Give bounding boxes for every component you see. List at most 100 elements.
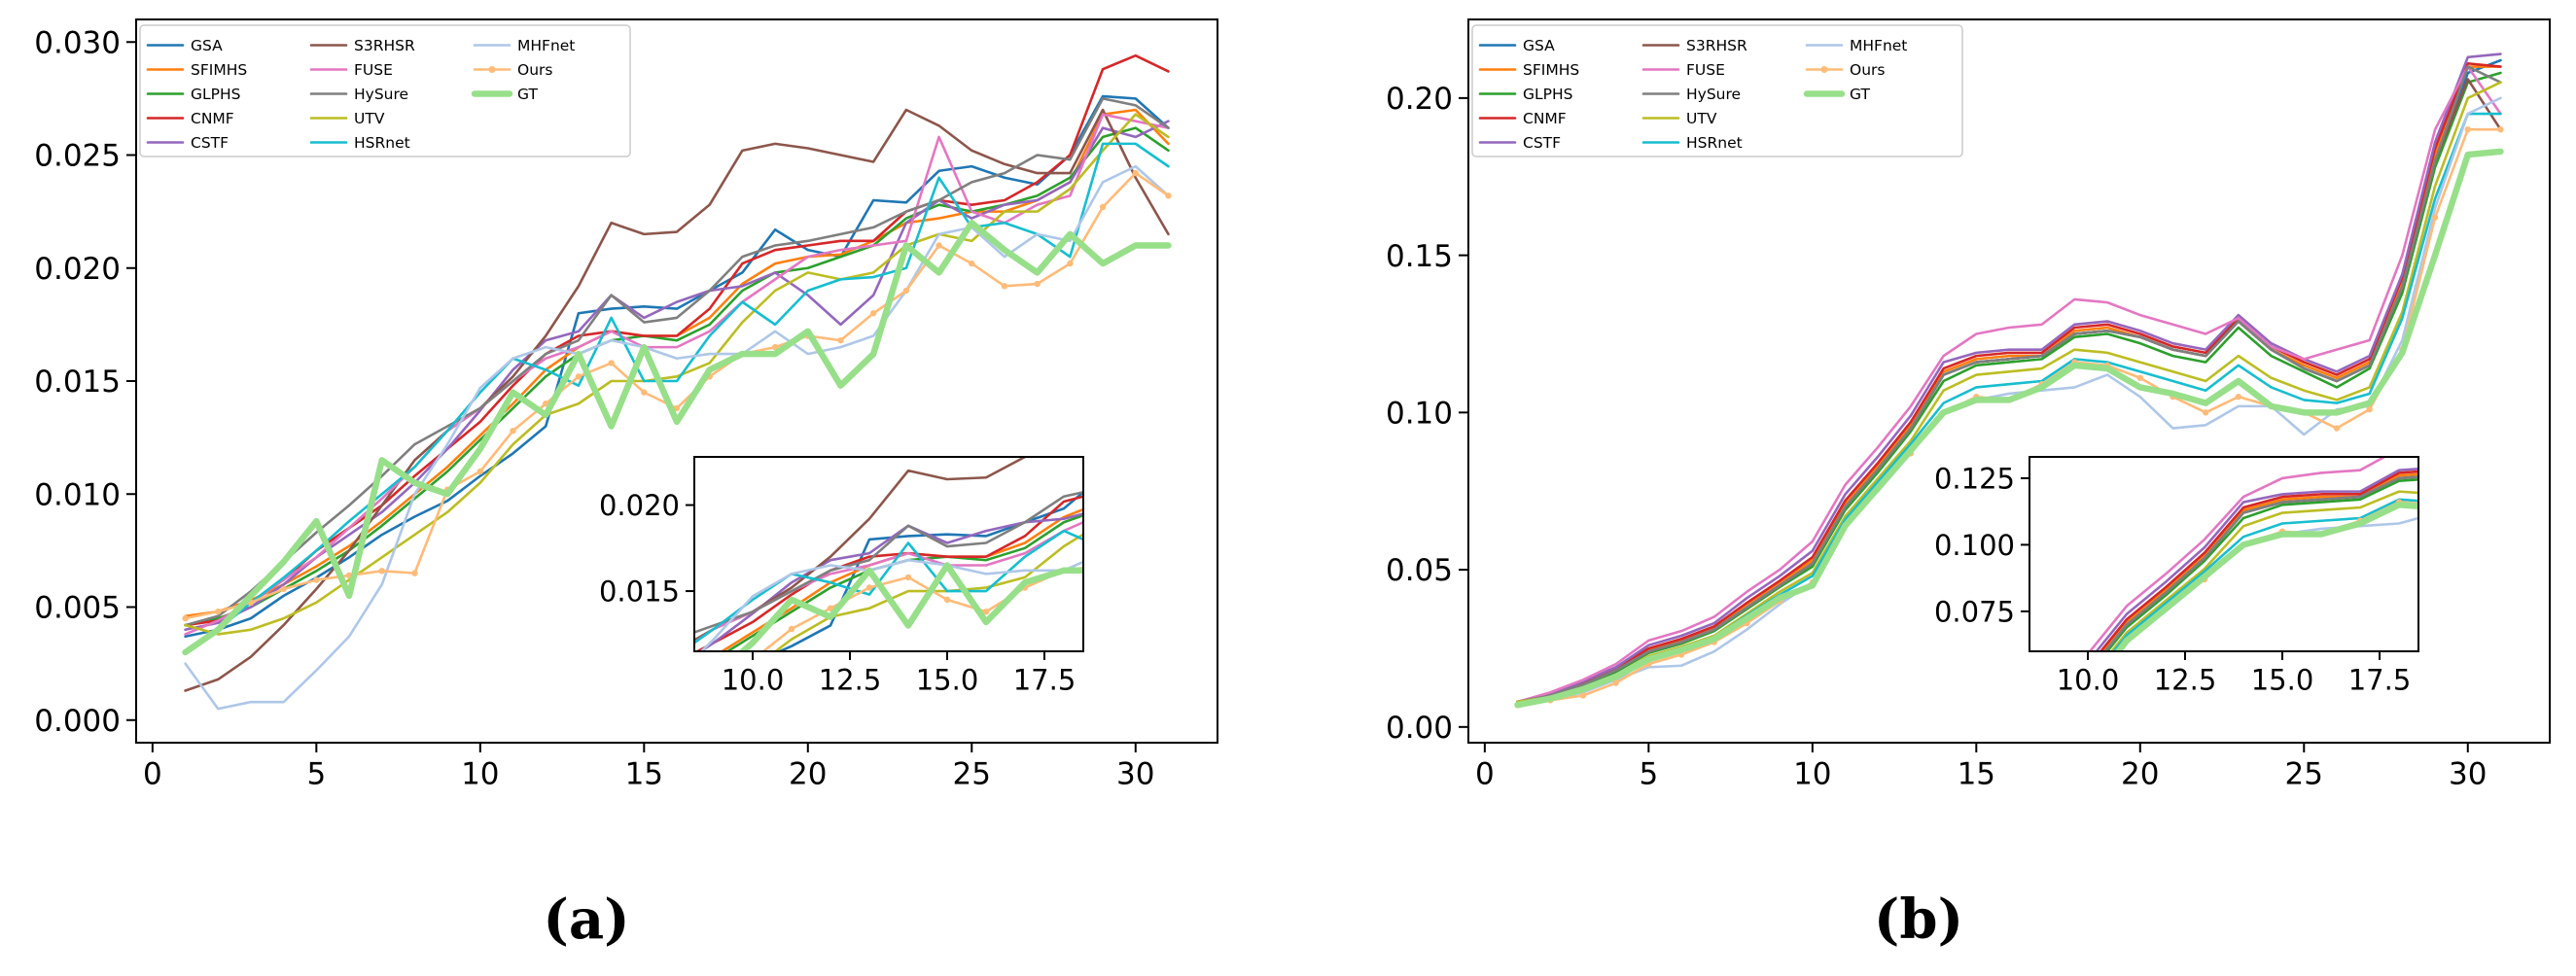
panel-a-inset-marker-ours bbox=[1450, 499, 1456, 505]
panel-a-marker-ours bbox=[313, 576, 320, 583]
panel-a-legend-label-gsa: GSA bbox=[191, 37, 223, 54]
panel-a-marker-ours bbox=[476, 468, 484, 475]
panel-b-series-line-cnmf bbox=[1516, 61, 2502, 704]
panel-a-inset-series-line-s3rhsr bbox=[694, 457, 1027, 642]
panel-a-legend-label-utv: UTV bbox=[354, 110, 385, 127]
panel-b-legend-label-fuse: FUSE bbox=[1686, 61, 1725, 79]
panel-a-marker-ours bbox=[280, 585, 287, 593]
panel-a-inset-marker-ours bbox=[1333, 499, 1339, 505]
panel-a-marker-ours bbox=[969, 260, 975, 267]
panel-b-legend-label-cnmf: CNMF bbox=[1523, 110, 1567, 127]
panel-a-inset-x-tick-label: 12.5 bbox=[819, 663, 882, 696]
panel-b-y-tick-label: 0.10 bbox=[1386, 397, 1453, 432]
panel-a-inset-x-tick-label: 15.0 bbox=[916, 663, 979, 696]
panel-a-marker-ours bbox=[608, 360, 615, 366]
panel-a-x-tick-label: 30 bbox=[1116, 757, 1154, 792]
panel-b-series-line-glphs bbox=[1516, 71, 2502, 704]
panel-a-inset-marker-ours bbox=[943, 596, 951, 604]
panel-b-inset-x-tick-label: 15.0 bbox=[2251, 663, 2314, 696]
panel-caption-a: (a) bbox=[543, 888, 629, 952]
panel-b-y-tick-label: 0.05 bbox=[1386, 553, 1453, 588]
panel-a-marker-ours bbox=[1099, 203, 1107, 211]
panel-a-series-line-hsrnet bbox=[184, 142, 1170, 654]
panel-b-marker-ours bbox=[2464, 126, 2471, 133]
panel-a-inset-series-line-gsa bbox=[776, 490, 1083, 651]
panel-a-inset: 10.0 12.5 15.0 17.5 0.015 0.020 bbox=[516, 456, 1456, 752]
panel-a-series-line-gsa bbox=[184, 94, 1170, 639]
panel-a-series-line-cstf bbox=[184, 120, 1170, 632]
panel-a-legend-label-hysure: HySure bbox=[354, 86, 408, 103]
panel-a-y-tick-label: 0.025 bbox=[34, 139, 121, 174]
panel-b-inset-series-line-cnmf bbox=[2099, 470, 2418, 651]
panel-b-inset-frame bbox=[2029, 456, 2419, 652]
panel-b-marker-ours bbox=[2136, 374, 2143, 381]
panel-b-inset-series-line-cstf bbox=[2095, 468, 2418, 651]
panel-a-marker-ours bbox=[837, 336, 844, 344]
panel-a-inset-marker-ours bbox=[516, 747, 522, 752]
panel-b-inset-x-tick-label: 12.5 bbox=[2154, 663, 2217, 696]
panel-b-inset-marker-ours bbox=[1735, 789, 1741, 795]
panel-b-inset-series-group bbox=[1735, 457, 2418, 795]
panel-a-x-tick-label: 0 bbox=[143, 757, 162, 792]
panel-b-y-tick-label: 0.15 bbox=[1386, 239, 1453, 274]
panel-a-inset-y-tick-label: 0.015 bbox=[599, 575, 680, 608]
panel-a-marker-ours bbox=[869, 310, 877, 317]
panel-b-series-group bbox=[1514, 52, 2504, 709]
panel-a-series-line-gt bbox=[182, 220, 1172, 656]
panel-b-marker-ours bbox=[1612, 680, 1619, 686]
panel-b-inset-series-line-utv bbox=[2109, 490, 2418, 651]
panel-b-marker-ours bbox=[1579, 692, 1587, 699]
panel-a-inset-x-tick-label: 10.0 bbox=[722, 663, 785, 696]
panel-b-inset-marker-ours bbox=[1929, 747, 1935, 752]
panel-b-inset-x-tick-label: 10.0 bbox=[2057, 663, 2120, 696]
panel-a-legend-label-s3rhsr: S3RHSR bbox=[354, 37, 415, 54]
panel-a-x-tick-label: 20 bbox=[789, 757, 827, 792]
panel-b-inset-marker-ours bbox=[1890, 754, 1896, 760]
panel-b-series-line-gt bbox=[1514, 148, 2504, 709]
panel-a-legend-label-glphs: GLPHS bbox=[191, 86, 241, 103]
panel-a-legend-label-cnmf: CNMF bbox=[191, 110, 234, 127]
panel-a-series-line-utv bbox=[184, 113, 1170, 636]
panel-b-x-tick-label: 5 bbox=[1639, 757, 1658, 792]
panel-b-inset-series-line-hsrnet bbox=[2111, 498, 2418, 651]
panel-b-y-tick-label: 0.00 bbox=[1386, 711, 1453, 746]
panel-b-inset-series-line-fuse bbox=[2088, 457, 2387, 651]
panel-a-series-line-s3rhsr bbox=[184, 108, 1170, 692]
panel-b-inset-series-line-hysure bbox=[2103, 475, 2418, 651]
panel-a-inset-series-group bbox=[516, 457, 1456, 752]
panel-b-legend-label-mhfnet: MHFnet bbox=[1850, 37, 1907, 54]
panel-a-marker-ours bbox=[543, 401, 549, 407]
panel-a-marker-ours bbox=[1165, 192, 1172, 199]
panel-a-legend-label-cstf: CSTF bbox=[191, 134, 229, 152]
panel-a-marker-ours bbox=[1067, 260, 1074, 267]
panel-a-x-tick-label: 5 bbox=[306, 757, 326, 792]
panel-caption-b: (b) bbox=[1874, 888, 1963, 952]
panel-a-inset-marker-ours bbox=[1372, 516, 1378, 522]
panel-b-inset-y-tick-label: 0.100 bbox=[1934, 529, 2015, 562]
panel-b-legend-label-hysure: HySure bbox=[1686, 86, 1741, 103]
panel-a-inset-marker-ours bbox=[788, 625, 795, 633]
panel-b-inset-series-line-mhfnet bbox=[2116, 516, 2418, 651]
panel-b-inset-series-line-glphs bbox=[2105, 477, 2418, 651]
panel-b-inset-y-tick-label: 0.075 bbox=[1934, 595, 2015, 628]
panel-b-x-tick-label: 20 bbox=[2121, 757, 2159, 792]
panel-a-marker-ours bbox=[182, 614, 189, 622]
panel-a-legend-label-mhfnet: MHFnet bbox=[517, 37, 575, 54]
panel-a-marker-ours bbox=[1001, 283, 1008, 290]
panel-b-series-line-fuse bbox=[1516, 65, 2502, 704]
panel-b-legend bbox=[1471, 24, 1963, 157]
panel-b-inset-marker-ours bbox=[1852, 771, 1857, 777]
panel-b-marker-ours bbox=[2497, 126, 2504, 133]
panel-b-legend-label-utv: UTV bbox=[1686, 110, 1717, 127]
panel-a-marker-ours bbox=[411, 570, 418, 576]
panel-b-marker-ours bbox=[2366, 405, 2373, 413]
panel-a-y-tick-label: 0.000 bbox=[34, 704, 121, 739]
panel-b-inset-marker-ours bbox=[1774, 785, 1780, 791]
panel-b-marker-ours bbox=[2235, 393, 2242, 401]
panel-b-inset-series-line-sfimhs bbox=[2100, 472, 2418, 651]
panel-a-y-tick-label: 0.030 bbox=[34, 25, 121, 60]
panel-b-inset-x-tick-label: 17.5 bbox=[2348, 663, 2412, 696]
panel-a-x-tick-label: 15 bbox=[625, 757, 663, 792]
panel-b-legend-marker-ours bbox=[1820, 66, 1828, 73]
